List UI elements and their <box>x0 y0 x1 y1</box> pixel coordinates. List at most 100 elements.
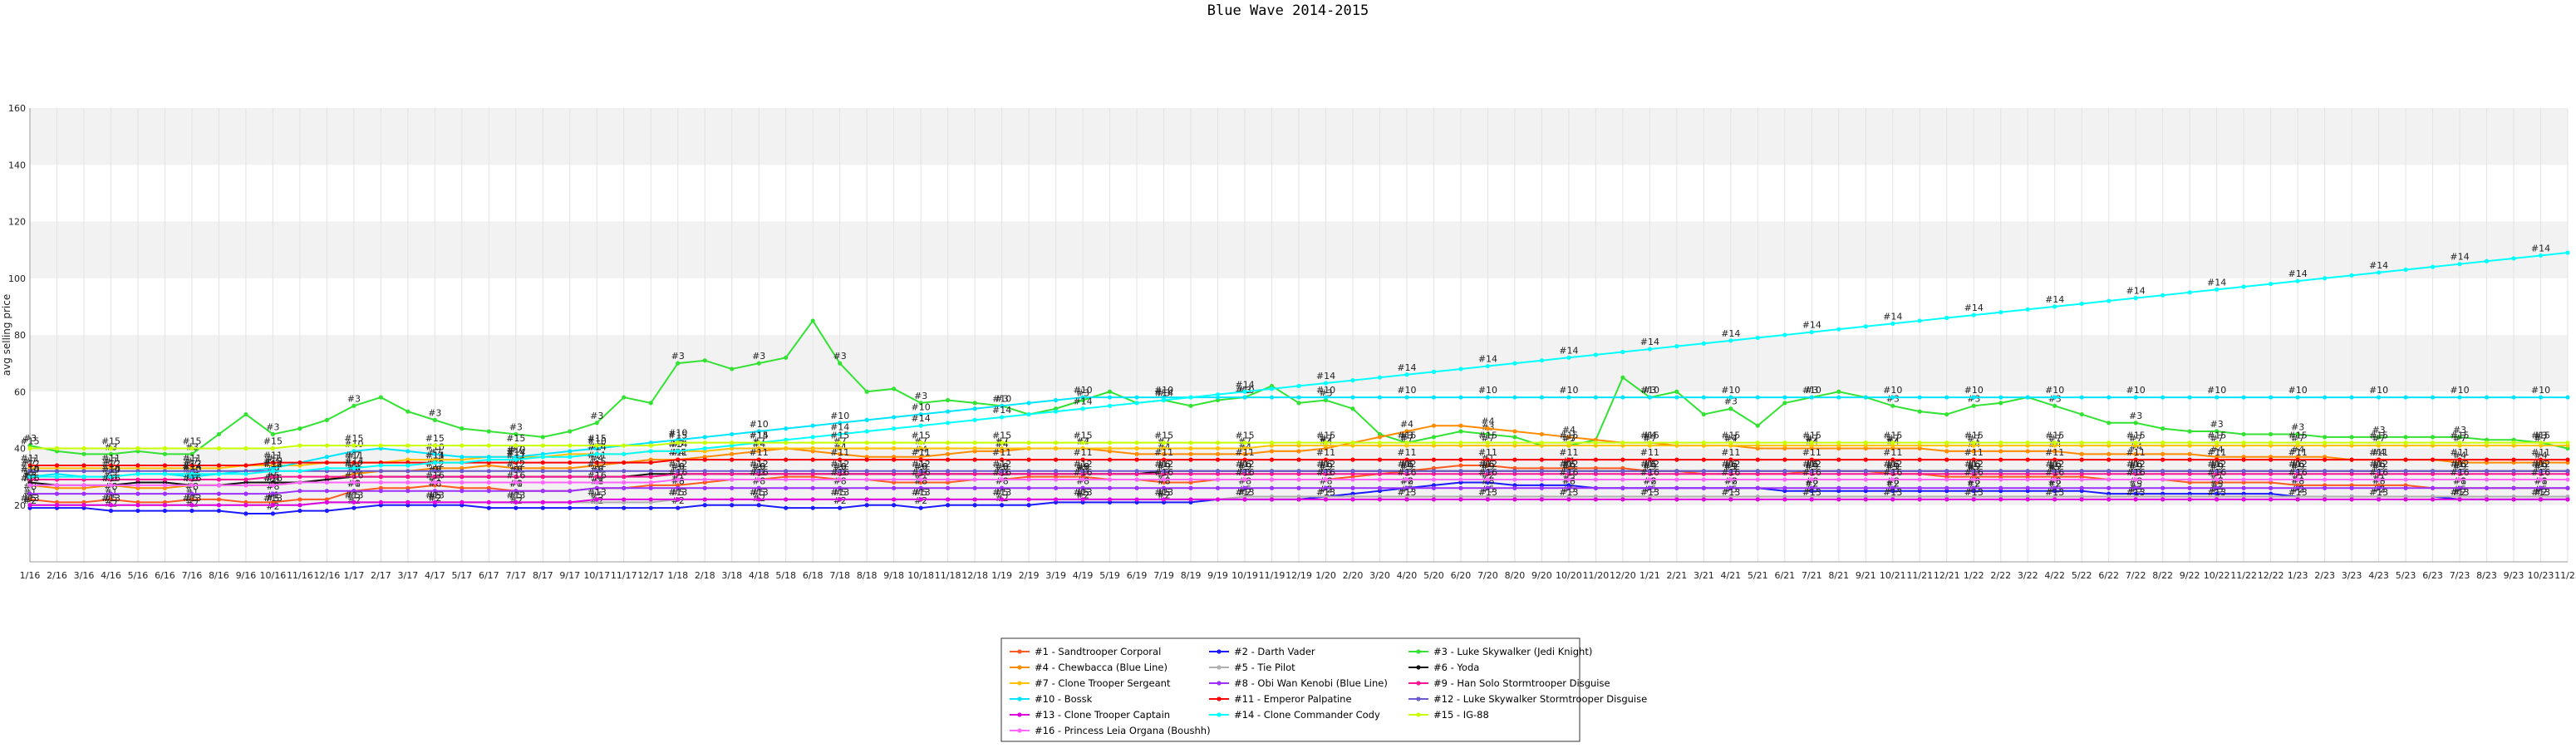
data-label: #16 <box>1721 467 1740 478</box>
data-point <box>946 440 951 445</box>
data-point <box>622 469 627 474</box>
data-point <box>1836 469 1841 474</box>
data-point <box>514 480 519 485</box>
data-label: #10 <box>1640 385 1659 396</box>
data-point <box>2107 485 2111 490</box>
series-group: #12 #12 #12 #12 #12 #12 #12 #12 #12 #12 #12 #12 #12 #… <box>20 459 2570 474</box>
data-point <box>2322 395 2328 400</box>
data-label: #13 <box>912 487 931 498</box>
data-point <box>594 443 599 448</box>
data-point <box>1512 485 1517 490</box>
data-label: #11 <box>2045 447 2064 458</box>
data-point <box>2484 497 2490 502</box>
data-point <box>1944 485 1949 490</box>
data-point <box>460 426 465 431</box>
data-label: #13 <box>1316 487 1335 498</box>
data-point <box>2161 395 2166 400</box>
data-point <box>1674 440 1679 445</box>
data-label: #9 <box>2210 461 2224 472</box>
x-tick-label: 5/21 <box>1748 570 1768 581</box>
data-point <box>2107 469 2111 474</box>
data-label: #5 <box>266 493 279 504</box>
data-label: #9 <box>1643 461 1656 472</box>
data-point <box>1404 440 1409 445</box>
data-point <box>810 440 815 445</box>
data-point <box>838 497 843 502</box>
data-point <box>2161 469 2166 474</box>
data-point <box>2161 477 2166 482</box>
data-label: #11 <box>2288 447 2307 458</box>
data-label: #13 <box>1397 487 1416 498</box>
data-point <box>1485 477 1491 482</box>
data-point <box>1890 440 1895 445</box>
data-point <box>2187 497 2192 502</box>
data-point <box>1566 477 1571 482</box>
data-point <box>486 429 491 434</box>
data-point <box>2511 485 2516 490</box>
data-point <box>1000 497 1005 502</box>
data-label: #16 <box>912 467 931 478</box>
data-point <box>378 480 383 485</box>
data-point <box>1890 395 1895 400</box>
data-point <box>946 457 951 462</box>
data-point <box>1080 395 1085 400</box>
data-point <box>1890 497 1895 502</box>
data-point <box>432 480 437 485</box>
data-label: #4 <box>2453 450 2466 461</box>
data-point <box>1215 440 1221 445</box>
legend-marker <box>1217 712 1222 717</box>
data-point <box>162 491 168 496</box>
data-label: #7 <box>2129 433 2142 444</box>
data-point <box>2269 469 2274 474</box>
data-point <box>972 503 977 508</box>
data-label: #12 <box>1802 459 1821 470</box>
data-label: #11 <box>425 450 445 461</box>
data-point <box>648 401 653 406</box>
data-label: #12 <box>668 459 687 470</box>
data-label: #11 <box>2126 447 2146 458</box>
data-point <box>189 445 194 451</box>
data-point <box>2511 497 2516 502</box>
data-point <box>2161 440 2166 445</box>
data-label: #7 <box>2048 433 2062 444</box>
data-point <box>1755 497 1760 502</box>
legend-marker <box>1017 665 1022 670</box>
data-point <box>1674 344 1679 349</box>
data-point <box>756 361 761 366</box>
data-point <box>1080 406 1085 411</box>
data-point <box>2403 395 2408 400</box>
data-point <box>756 469 761 474</box>
data-label: #15 <box>1802 431 1821 441</box>
data-label: #12 <box>2531 459 2550 470</box>
data-point <box>1161 457 1167 462</box>
data-point <box>864 497 869 502</box>
x-tick-label: 3/22 <box>2018 570 2038 581</box>
data-point <box>1512 361 1517 366</box>
data-point <box>297 475 302 480</box>
data-label: #12 <box>1235 459 1254 470</box>
data-point <box>702 440 707 445</box>
x-tick-label: 8/23 <box>2476 570 2497 581</box>
data-point <box>2565 497 2570 502</box>
data-label: #13 <box>2207 487 2226 498</box>
data-point <box>2538 485 2544 490</box>
data-point <box>730 469 735 474</box>
data-label: #15 <box>506 433 525 444</box>
data-label: #7 <box>1319 433 1332 444</box>
data-label: #13 <box>344 490 363 500</box>
data-label: #3 <box>752 351 765 362</box>
data-point <box>135 471 140 476</box>
x-tick-label: 10/19 <box>1231 570 1258 581</box>
data-point <box>2052 403 2057 408</box>
data-point <box>2161 485 2166 490</box>
data-point <box>1377 497 1383 502</box>
data-point <box>1971 497 1976 502</box>
data-point <box>2215 287 2220 292</box>
data-label: #5 <box>509 490 523 500</box>
data-point <box>54 463 60 468</box>
data-point <box>486 489 491 494</box>
data-point <box>1242 497 1247 502</box>
data-point <box>1458 457 1463 462</box>
data-point <box>1647 440 1652 445</box>
data-point <box>1377 477 1383 482</box>
